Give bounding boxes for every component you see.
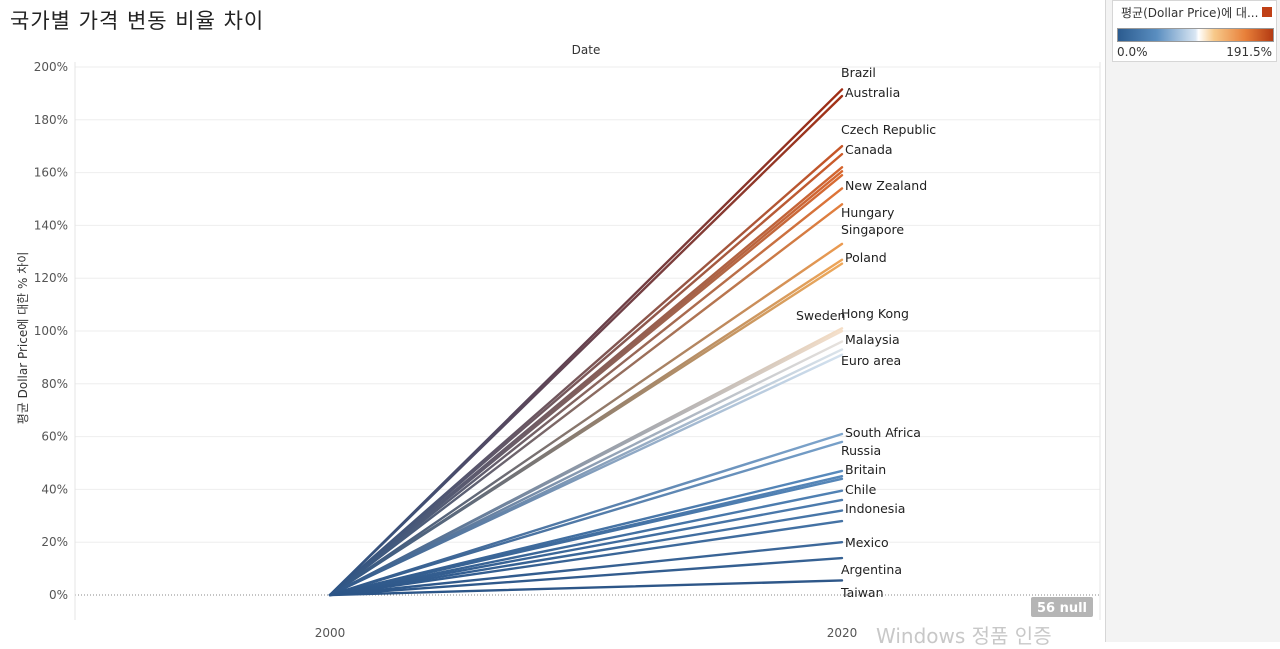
series-label: Argentina <box>841 562 902 577</box>
y-axis-label: 평균 Dollar Price에 대한 % 차이 <box>16 252 30 425</box>
series-label: Hong Kong <box>841 306 909 321</box>
series-label: Malaysia <box>845 332 900 347</box>
y-tick-label: 160% <box>34 166 68 180</box>
y-tick-label: 100% <box>34 324 68 338</box>
series-line[interactable] <box>328 187 844 597</box>
series-label: Australia <box>845 85 900 100</box>
x-tick-label: 2020 <box>827 626 858 640</box>
y-tick-label: 0% <box>49 588 68 602</box>
series-line[interactable] <box>328 174 844 597</box>
series-line[interactable] <box>328 353 844 597</box>
side-panel <box>1105 0 1280 642</box>
series-label: Hungary <box>841 205 895 220</box>
series-line[interactable] <box>328 477 844 597</box>
series-line[interactable] <box>328 329 844 597</box>
slope-chart: 0% 20% 40% 60% 80% 100% 120% 140% 160% 180% 200% 20… <box>16 43 1101 640</box>
series-label: Czech Republic <box>841 122 936 137</box>
series-label: Canada <box>845 142 893 157</box>
y-tick-label: 60% <box>41 430 68 444</box>
series-line[interactable] <box>328 94 844 597</box>
series-label: New Zealand <box>845 178 927 193</box>
legend-gradient-bar <box>1117 28 1274 42</box>
series-label: Euro area <box>841 353 901 368</box>
y-tick-label: 120% <box>34 271 68 285</box>
series-line[interactable] <box>328 152 844 597</box>
series-line[interactable] <box>328 519 844 597</box>
series-line[interactable] <box>328 579 844 597</box>
legend-title: 평균(Dollar Price)에 대... <box>1121 6 1259 20</box>
date-header: Date <box>572 43 601 57</box>
series-label: Chile <box>845 482 877 497</box>
series-line[interactable] <box>328 541 844 597</box>
y-tick-label: 40% <box>41 482 68 496</box>
y-tick-label: 20% <box>41 535 68 549</box>
series-line[interactable] <box>328 203 844 597</box>
y-tick-label: 200% <box>34 60 68 74</box>
legend-min-label: 0.0% <box>1117 45 1148 59</box>
series-line[interactable] <box>328 498 844 597</box>
series-line[interactable] <box>328 440 844 597</box>
series-label: Indonesia <box>845 501 905 516</box>
series-label: Sweden <box>796 308 845 323</box>
series-label: Brazil <box>841 65 876 80</box>
legend-menu-icon[interactable] <box>1262 7 1272 17</box>
series-label: South Africa <box>845 425 921 440</box>
series-line[interactable] <box>328 556 844 597</box>
color-legend[interactable]: 평균(Dollar Price)에 대... 0.0% 191.5% <box>1112 0 1277 62</box>
series-label: Russia <box>841 443 881 458</box>
series-label: Poland <box>845 250 887 265</box>
null-badge-label: 56 null <box>1037 601 1087 616</box>
windows-activation-watermark: Windows 정품 인증 <box>876 624 1052 648</box>
y-tick-label: 80% <box>41 377 68 391</box>
page-title: 국가별 가격 변동 비율 차이 <box>10 9 265 33</box>
series-line[interactable] <box>328 509 844 597</box>
series-line[interactable] <box>328 242 844 597</box>
null-badge[interactable]: 56 null <box>1031 597 1093 617</box>
series-line[interactable] <box>328 432 844 597</box>
series-line[interactable] <box>328 489 844 597</box>
x-tick-label: 2000 <box>315 626 346 640</box>
series-label: Singapore <box>841 222 904 237</box>
series-label: Britain <box>845 462 886 477</box>
y-tick-label: 140% <box>34 218 68 232</box>
legend-max-label: 191.5% <box>1226 45 1272 59</box>
series-label: Taiwan <box>840 585 884 600</box>
y-tick-label: 180% <box>34 113 68 127</box>
series-label: Mexico <box>845 535 889 550</box>
series-line[interactable] <box>328 262 844 597</box>
